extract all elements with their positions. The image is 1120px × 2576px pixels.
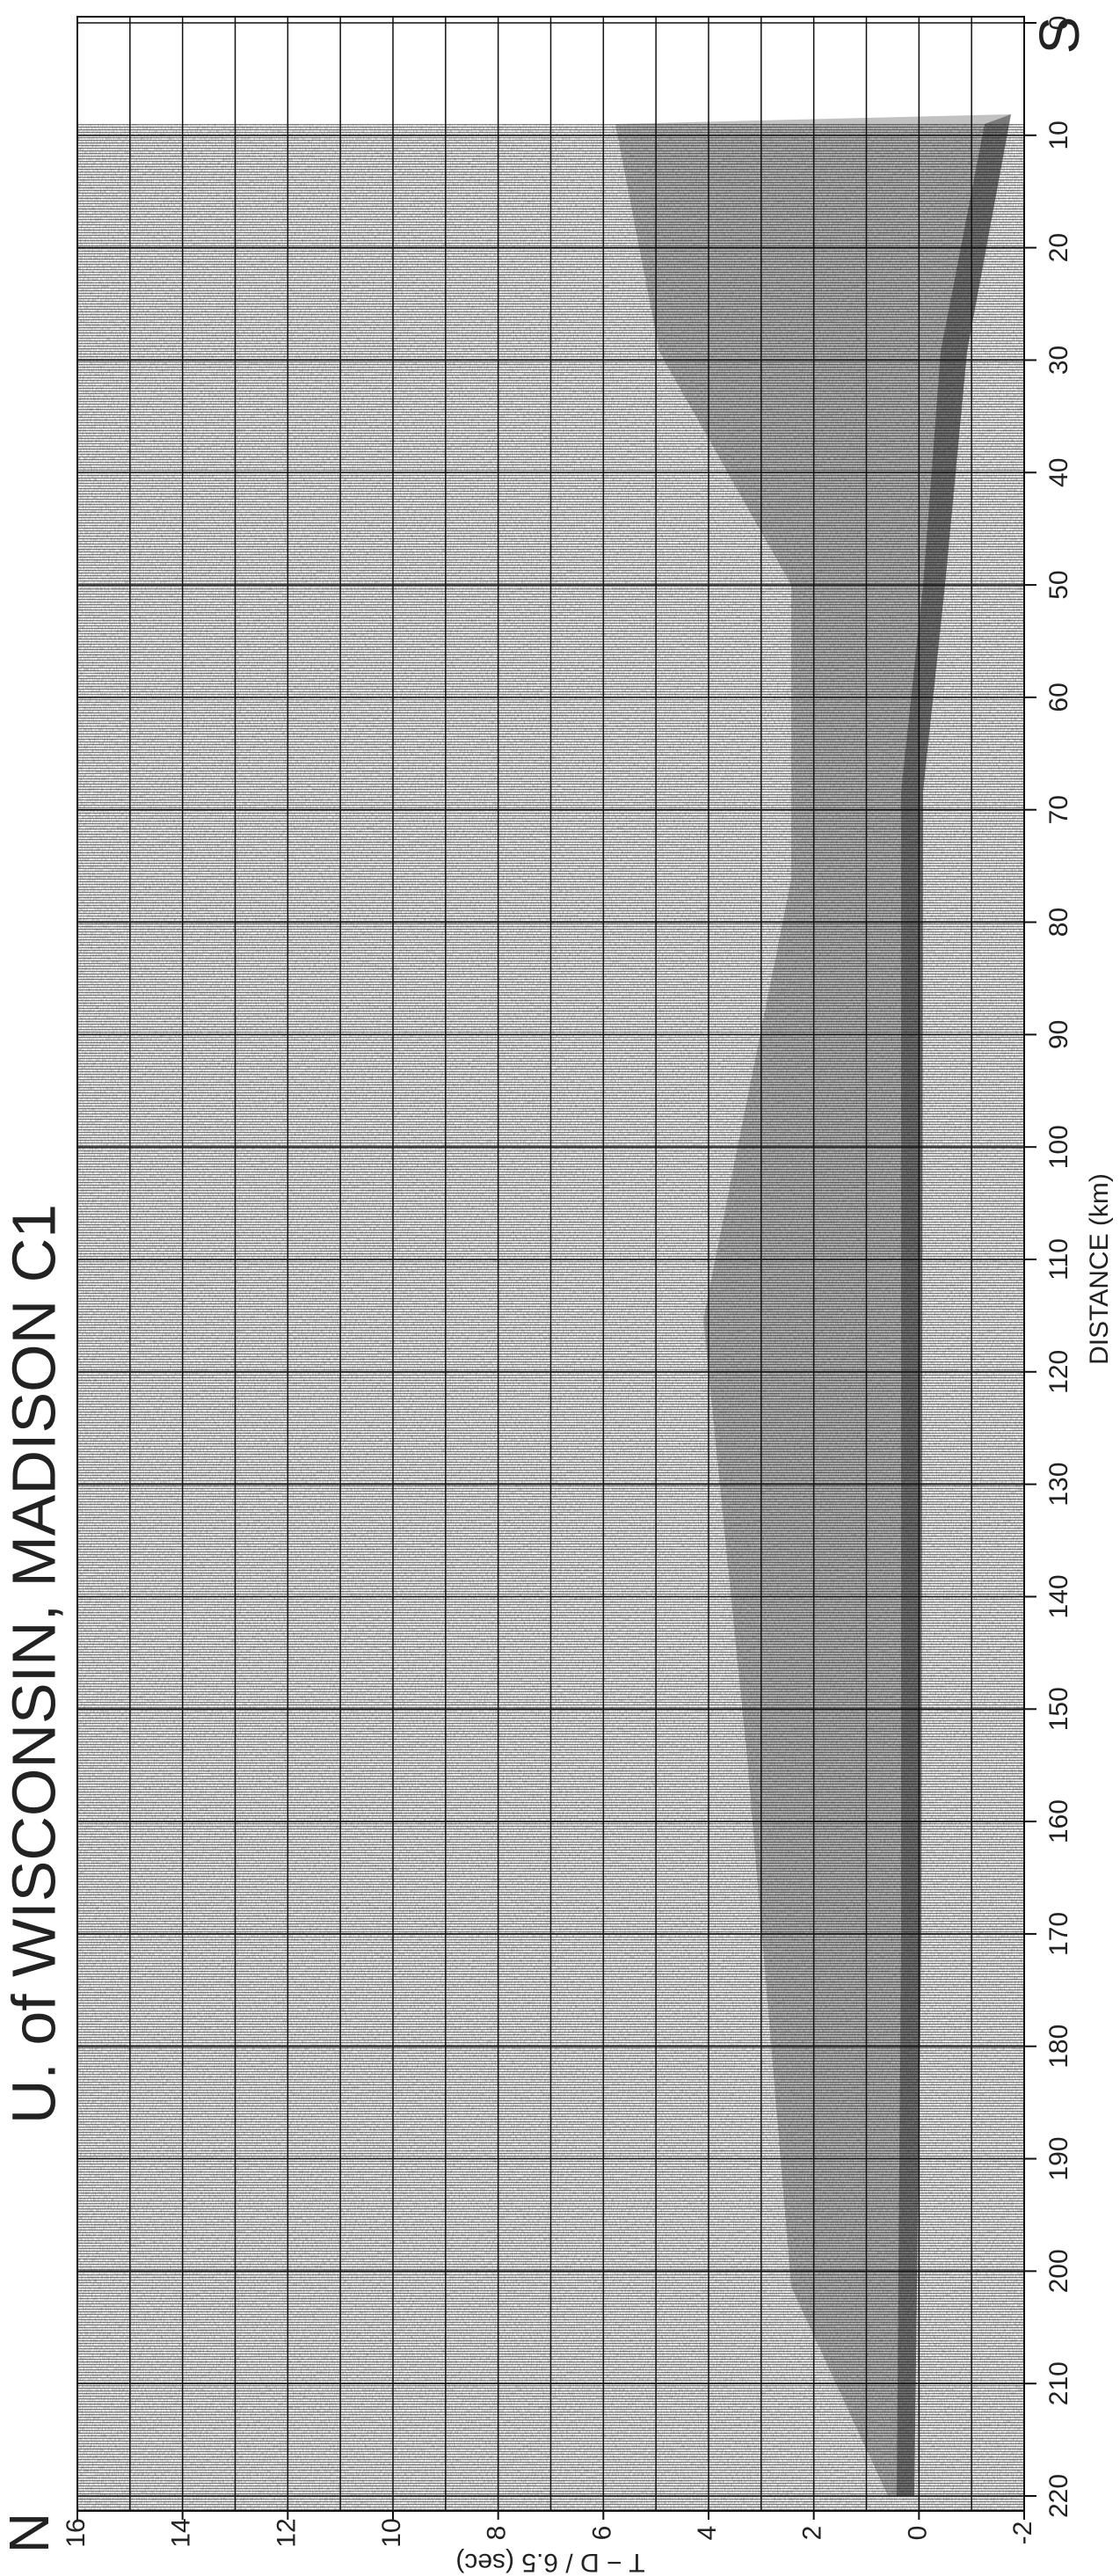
x-tick-label: 70: [1044, 795, 1073, 824]
x-tick-label: 220: [1044, 2474, 1073, 2518]
chart-title: U. of WISCONSIN, MADISON C1: [0, 1204, 68, 2124]
x-tick-label: 60: [1044, 682, 1073, 712]
x-tick-label: 40: [1044, 458, 1073, 487]
north-label: N: [0, 2513, 61, 2553]
x-tick-label: 130: [1044, 1463, 1073, 1507]
y-tick-label: 10: [377, 2518, 406, 2547]
x-axis-label: DISTANCE (km): [1085, 1173, 1114, 1365]
x-tick-label: 110: [1044, 1238, 1073, 1281]
y-axis-label: T − D / 6.5 (sec): [455, 2548, 644, 2576]
y-tick-label: 2: [798, 2526, 827, 2541]
y-tick-label: 16: [62, 2518, 91, 2547]
south-label: S: [1028, 17, 1091, 55]
x-tick-label: 190: [1044, 2137, 1073, 2181]
first-arrival: [897, 114, 1011, 2496]
y-tick-label: 4: [693, 2526, 722, 2541]
y-tick-label: 6: [587, 2526, 616, 2541]
x-tick-label: 140: [1044, 1574, 1073, 1618]
y-tick-label: 8: [483, 2526, 512, 2541]
x-tick-label: 50: [1044, 570, 1073, 599]
x-tick-label: 120: [1044, 1350, 1073, 1394]
x-tick-label: 150: [1044, 1687, 1073, 1731]
y-tick-label: 14: [167, 2518, 196, 2547]
x-tick-label: 80: [1044, 908, 1073, 937]
x-tick-label: 210: [1044, 2361, 1073, 2405]
x-tick-label: 200: [1044, 2249, 1073, 2293]
x-tick-label: 100: [1044, 1125, 1073, 1169]
y-tick-label: -2: [1008, 2521, 1037, 2545]
x-tick-label: 180: [1044, 2025, 1073, 2069]
x-tick-label: 0: [1044, 16, 1073, 31]
x-tick-label: 10: [1044, 120, 1073, 150]
x-tick-label: 160: [1044, 1799, 1073, 1843]
x-tick-label: 30: [1044, 346, 1073, 375]
y-tick-label: 12: [272, 2518, 301, 2547]
x-tick-label: 20: [1044, 233, 1073, 262]
x-tick-label: 170: [1044, 1912, 1073, 1956]
x-tick-label: 90: [1044, 1020, 1073, 1049]
y-tick-label: 0: [903, 2526, 932, 2541]
